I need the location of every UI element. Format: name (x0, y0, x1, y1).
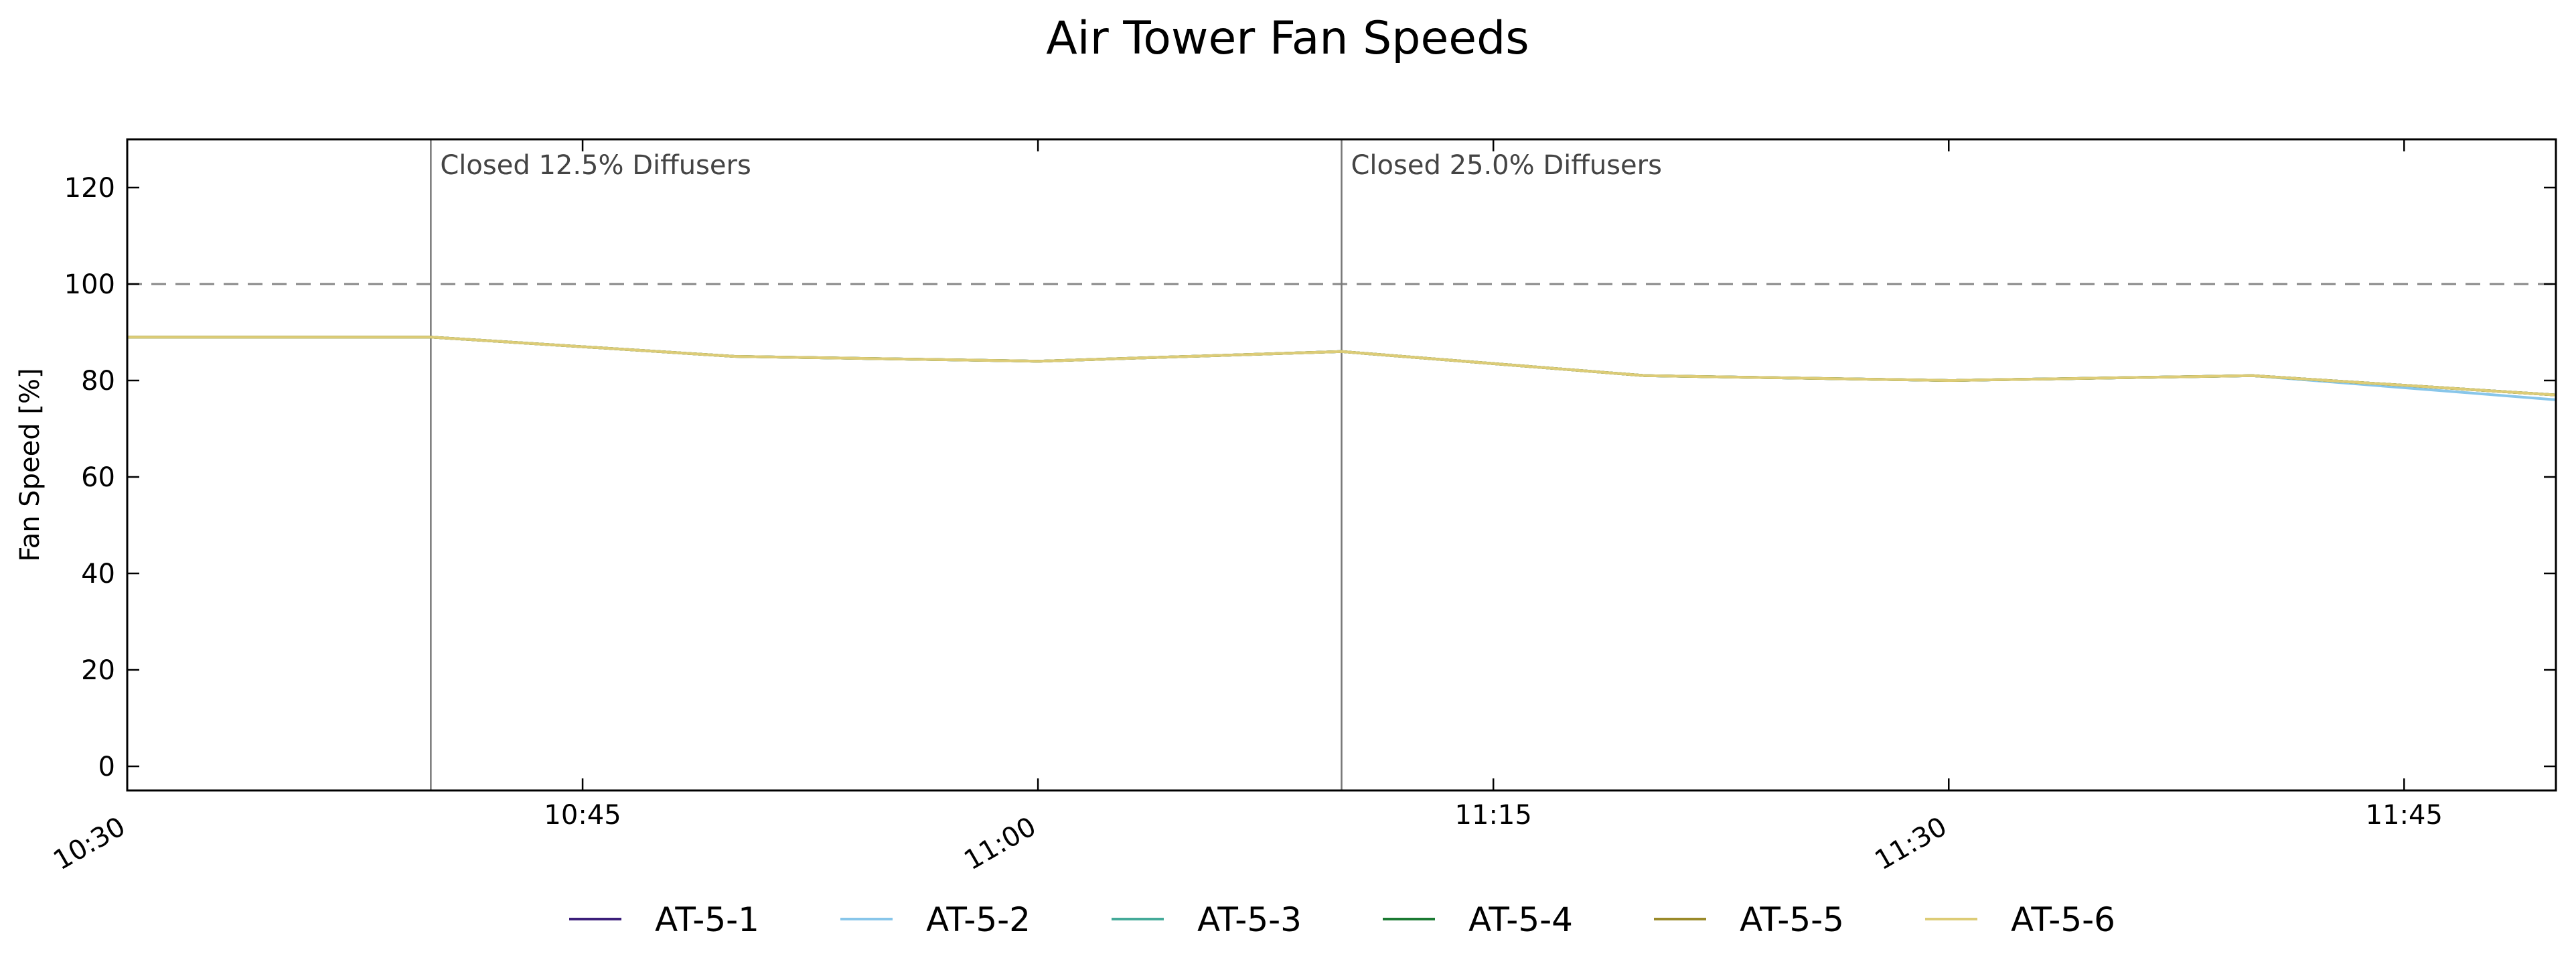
legend-label: AT-5-4 (1468, 900, 1573, 939)
legend-label: AT-5-5 (1740, 900, 1844, 939)
legend-label: AT-5-1 (655, 900, 759, 939)
annotation-label: Closed 12.5% Diffusers (440, 150, 751, 181)
legend-label: AT-5-2 (926, 900, 1031, 939)
x-tick-label: 11:45 (2366, 800, 2443, 831)
x-tick-label: 10:45 (544, 800, 621, 831)
plot-area: Closed 12.5% Diffusers Closed 25.0% Diffu… (126, 138, 2557, 792)
x-tick-label: 11:00 (959, 811, 1041, 876)
y-tick-label: 60 (81, 462, 115, 493)
legend-item: AT-5-2 (840, 900, 1031, 939)
y-tick-label: 120 (64, 173, 115, 204)
annotation-label: Closed 25.0% Diffusers (1351, 150, 1662, 181)
legend-item: AT-5-5 (1654, 900, 1844, 939)
x-tick-label: 11:30 (1870, 811, 1952, 876)
legend-item: AT-5-1 (569, 900, 759, 939)
y-tick-label: 100 (64, 269, 115, 300)
legend-label: AT-5-6 (2011, 900, 2115, 939)
legend: AT-5-1 AT-5-2 AT-5-3 AT-5-4 AT-5-5 AT-5-6 (569, 900, 2115, 939)
chart-title: Air Tower Fan Speeds (1046, 12, 1529, 65)
y-tick-label: 20 (81, 655, 115, 686)
legend-item: AT-5-4 (1383, 900, 1573, 939)
legend-item: AT-5-6 (1925, 900, 2115, 939)
y-tick-label: 0 (98, 752, 115, 782)
plot-frame (126, 138, 2557, 792)
legend-item: AT-5-3 (1112, 900, 1302, 939)
y-axis-label: Fan Speed [%] (15, 368, 46, 561)
y-tick-label: 80 (81, 366, 115, 397)
series-line-AT-5-6 (127, 336, 2557, 397)
y-tick-label: 40 (81, 559, 115, 589)
legend-label: AT-5-3 (1197, 900, 1302, 939)
x-tick-label: 10:30 (48, 811, 131, 876)
x-tick-label: 11:15 (1455, 800, 1532, 831)
